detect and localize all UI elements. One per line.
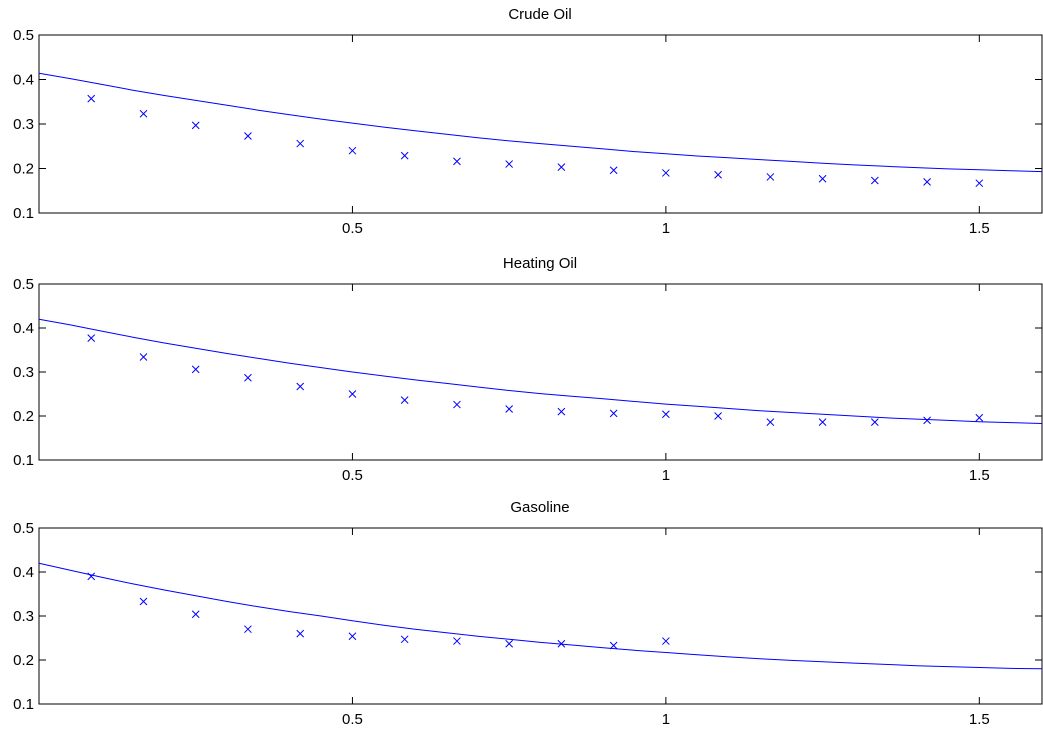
- data-point-marker: [400, 151, 409, 160]
- data-point-marker: [244, 373, 252, 382]
- y-tick-label: 0.4: [13, 72, 34, 89]
- data-marks: 0.1 0.2 0.3 0.4 0.5 0.5 1 1.5: [13, 520, 1043, 728]
- data-point-marker: [296, 629, 305, 638]
- y-tick-label: 0.2: [13, 161, 34, 178]
- subplot-heating-oil: Heating Oil 0.1 0.2 0.3 0.4 0.5 0.5 1 1.5: [13, 255, 1043, 484]
- data-point-marker: [818, 418, 827, 427]
- subplot-title: Crude Oil: [508, 6, 571, 23]
- data-point-marker: [87, 94, 96, 103]
- data-point-marker: [505, 639, 514, 648]
- model-curve: [38, 318, 1043, 424]
- y-tick-label: 0.2: [13, 652, 34, 669]
- data-point-marker: [766, 173, 775, 181]
- data-point-marker: [244, 625, 252, 634]
- data-point-marker: [296, 139, 305, 148]
- data-point-marker: [557, 163, 566, 172]
- data-point-marker: [191, 121, 200, 130]
- data-point-marker: [662, 637, 670, 645]
- y-tick-label: 0.2: [13, 408, 34, 425]
- data-point-marker: [505, 405, 514, 413]
- x-tick-label: 1: [662, 711, 670, 728]
- subplot-crude-oil: Crude Oil 0.1 0.2 0.3 0.4 0.5 0.5 1 1.5: [13, 6, 1043, 237]
- subplot-gasoline: Gasoline 0.1 0.2 0.3 0.4 0.5 0.5 1 1.5: [13, 499, 1043, 728]
- data-point-marker: [923, 177, 931, 186]
- y-tick-label: 0.5: [13, 27, 34, 44]
- x-tick-label: 1.5: [969, 467, 990, 484]
- data-point-marker: [348, 146, 357, 155]
- axes-box: [38, 527, 1043, 705]
- data-point-marker: [609, 409, 618, 418]
- model-curve: [38, 562, 1043, 670]
- x-tick-label: 1.5: [969, 220, 990, 237]
- x-tick-label: 0.5: [342, 711, 363, 728]
- data-point-marker: [662, 410, 670, 419]
- subplot-title: Heating Oil: [503, 255, 577, 272]
- data-point-marker: [505, 160, 514, 168]
- x-tick-label: 1: [662, 467, 670, 484]
- data-marks: 0.1 0.2 0.3 0.4 0.5 0.5 1 1.5: [13, 276, 1043, 484]
- data-point-marker: [453, 157, 461, 166]
- data-point-marker: [870, 418, 879, 427]
- axes-box: [38, 34, 1043, 214]
- data-point-marker: [609, 166, 618, 175]
- data-point-marker: [714, 412, 722, 420]
- data-point-marker: [975, 413, 984, 422]
- data-point-marker: [139, 109, 148, 118]
- x-tick-label: 0.5: [342, 467, 363, 484]
- data-point-marker: [139, 597, 148, 606]
- y-tick-label: 0.3: [13, 364, 34, 381]
- data-point-marker: [453, 637, 461, 645]
- data-point-marker: [557, 407, 566, 416]
- y-tick-label: 0.5: [13, 520, 34, 537]
- y-tick-label: 0.4: [13, 320, 34, 337]
- x-tick-label: 1.5: [969, 711, 990, 728]
- data-point-marker: [557, 639, 566, 648]
- data-point-marker: [87, 572, 96, 581]
- data-point-marker: [191, 365, 200, 374]
- y-tick-label: 0.1: [13, 696, 34, 713]
- data-point-marker: [870, 176, 879, 185]
- data-point-marker: [975, 179, 984, 188]
- data-point-marker: [923, 416, 931, 425]
- data-point-marker: [139, 353, 148, 361]
- data-point-marker: [609, 641, 618, 650]
- y-tick-label: 0.5: [13, 276, 34, 293]
- data-point-marker: [348, 632, 357, 641]
- data-point-marker: [714, 170, 722, 179]
- data-point-marker: [348, 390, 357, 398]
- data-point-marker: [191, 610, 200, 619]
- data-point-marker: [296, 382, 305, 391]
- axes-box: [38, 283, 1043, 461]
- data-point-marker: [453, 400, 461, 409]
- data-point-marker: [818, 174, 827, 183]
- data-point-marker: [400, 396, 409, 405]
- data-marks: 0.1 0.2 0.3 0.4 0.5 0.5 1 1.5: [13, 27, 1043, 237]
- subplot-title: Gasoline: [510, 499, 569, 516]
- model-curve: [38, 72, 1043, 173]
- data-point-marker: [662, 169, 670, 177]
- data-point-marker: [400, 635, 409, 644]
- y-tick-label: 0.1: [13, 205, 34, 222]
- data-point-marker: [87, 334, 96, 342]
- data-point-marker: [244, 132, 252, 140]
- y-tick-label: 0.3: [13, 116, 34, 133]
- y-tick-label: 0.4: [13, 564, 34, 581]
- x-tick-label: 0.5: [342, 220, 363, 237]
- data-point-marker: [766, 418, 775, 427]
- y-tick-label: 0.1: [13, 452, 34, 469]
- y-tick-label: 0.3: [13, 608, 34, 625]
- x-tick-label: 1: [662, 220, 670, 237]
